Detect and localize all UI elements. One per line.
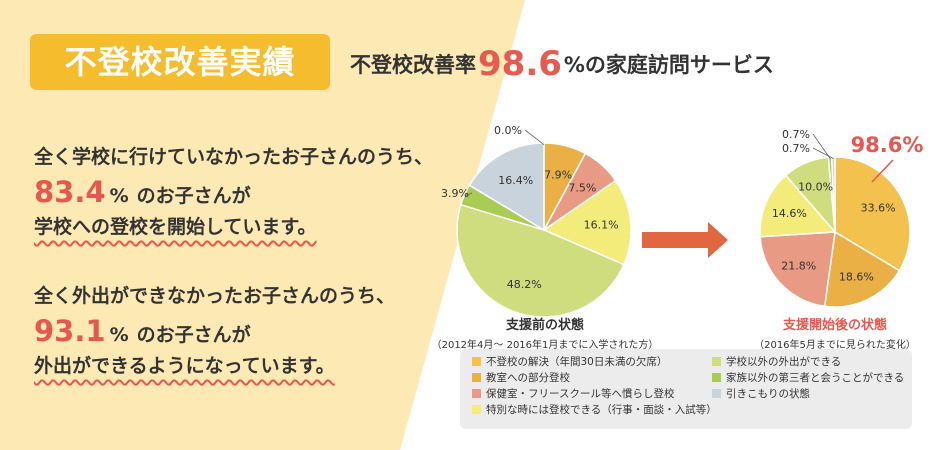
pie-slice-label: 16.4% <box>498 174 533 187</box>
legend-label: 保健室・フリースクール等へ慣らし登校 <box>486 388 675 400</box>
pie-slice-label: 3.9% <box>441 187 469 200</box>
stat-outing-percent: 93.1 <box>34 314 106 348</box>
title-badge-text: 不登校改善実績 <box>64 43 296 81</box>
legend-swatch <box>712 373 721 382</box>
legend-item: 不登校の解決（年間30日未満の欠席） <box>472 355 667 369</box>
stat-school-percent: 83.4 <box>34 175 106 209</box>
stat-outing-unit: % <box>109 324 129 346</box>
stat-outing: 全く外出ができなかったお子さんのうち、 93.1% のお子さんが 外出ができるよう… <box>34 281 395 382</box>
headline-after: %の家庭訪問サービス <box>563 53 774 77</box>
stat-outing-line3: 外出ができるようになっています。 <box>34 355 335 377</box>
pie-slice-label: 10.0% <box>798 180 833 193</box>
pie-slice <box>823 230 901 308</box>
highlight-leader-line <box>871 159 894 183</box>
headline-rate: 98.6 <box>478 44 562 84</box>
pie-leader-line <box>812 147 834 159</box>
pie-slice <box>759 174 837 238</box>
legend-swatch <box>472 405 481 414</box>
pie-slice-label: 7.5% <box>568 181 596 194</box>
pie-slice-label: 16.1% <box>584 218 619 231</box>
pie-slice-label: 18.6% <box>839 271 874 284</box>
headline: 不登校改善率98.6%の家庭訪問サービス <box>350 44 774 84</box>
caption-before-title: 支援前の状態 <box>505 318 584 333</box>
pie-slice-label: 21.8% <box>781 260 816 273</box>
legend-label: 特別な時には登校できる（行事・面談・入試等） <box>486 404 717 416</box>
stat-school: 全く学校に行けていなかったお子さんのうち、 83.4% のお子さんが 学校への登校… <box>34 142 433 243</box>
legend-item: 引きこもりの状態 <box>712 387 810 401</box>
pie-leader-line <box>812 133 831 159</box>
legend: 不登校の解決（年間30日未満の欠席） 教室への部分登校 保健室・フリースクール等… <box>460 349 912 429</box>
legend-swatch <box>472 389 481 398</box>
stat-outing-suffix: のお子さんが <box>136 324 251 346</box>
legend-swatch <box>712 389 721 398</box>
stat-school-suffix: のお子さんが <box>136 185 251 207</box>
pie-leader-line <box>524 129 545 146</box>
pie-slice-label: 7.9% <box>544 168 572 181</box>
legend-swatch <box>712 357 721 366</box>
highlight-percent: 98.6% <box>851 133 924 157</box>
pie-slice <box>468 142 545 232</box>
legend-swatch <box>472 357 481 366</box>
title-badge: 不登校改善実績 <box>30 34 330 90</box>
stat-outing-line1: 全く外出ができなかったお子さんのうち、 <box>34 285 396 307</box>
pie-slice <box>456 203 625 318</box>
caption-before-subtitle: （2012年4月～ 2016年1月までに入学された方） <box>431 340 659 351</box>
pie-slice-label: 0.7% <box>782 128 810 141</box>
legend-item: 保健室・フリースクール等へ慣らし登校 <box>472 387 674 401</box>
stat-school-unit: % <box>109 185 129 207</box>
arrow-icon <box>642 222 728 258</box>
pie-slice <box>830 156 836 233</box>
legend-item: 家族以外の第三者と会うことができる <box>712 371 904 385</box>
pie-chart-after: 33.6% 18.6% 21.8% 14.6% 10.0% 0.7%0.7% 98.6% <box>759 128 924 308</box>
legend-item: 特別な時には登校できる（行事・面談・入試等） <box>472 403 717 417</box>
pie-slice <box>834 156 911 272</box>
legend-label: 不登校の解決（年間30日未満の欠席） <box>486 356 668 368</box>
caption-after-subtitle: （2016年5月までに見られた変化） <box>754 340 916 351</box>
legend-label: 家族以外の第三者と会うことができる <box>726 372 905 384</box>
pie-slice-label: 48.2% <box>507 278 542 291</box>
legend-label: 教室への部分登校 <box>486 372 570 384</box>
legend-swatch <box>472 373 481 382</box>
headline-before: 不登校改善率 <box>350 53 476 77</box>
pie-slice <box>759 231 836 308</box>
stat-school-line3: 学校への登校を開始しています。 <box>34 216 317 238</box>
caption-before: 支援前の状態 （2012年4月～ 2016年1月までに入学された方） <box>415 314 675 351</box>
stat-school-line1: 全く学校に行けていなかったお子さんのうち、 <box>34 146 434 168</box>
legend-label: 引きこもりの状態 <box>726 388 810 400</box>
pie-chart-before: 0.0% 7.9%7.5% 16.1% 48.2% 3.9% 16.4% <box>441 124 632 318</box>
pie-slice-label: 0.0% <box>494 124 522 137</box>
caption-after: 支援開始後の状態 （2016年5月までに見られた変化） <box>740 314 930 351</box>
pie-leader-line <box>465 192 473 196</box>
legend-item: 教室への部分登校 <box>472 371 570 385</box>
caption-after-title: 支援開始後の状態 <box>782 318 887 333</box>
pie-slice-label: 0.7% <box>782 142 810 155</box>
legend-label: 学校以外の外出ができる <box>726 356 842 368</box>
pie-slice-label: 33.6% <box>861 202 896 215</box>
pie-slice-label: 14.6% <box>772 207 807 220</box>
legend-item: 学校以外の外出ができる <box>712 355 841 369</box>
pie-slice <box>542 179 632 266</box>
